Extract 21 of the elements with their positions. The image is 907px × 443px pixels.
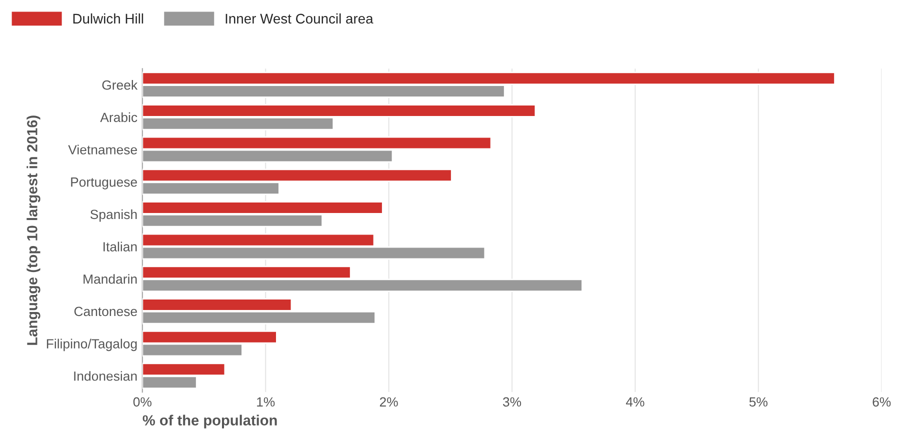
y-tick-label: Indonesian [74,371,137,381]
x-axis-title: % of the population [142,414,277,428]
y-tick-label: Filipino/Tagalog [46,338,137,352]
x-tick-label: 2% [380,397,398,407]
y-tick-label: Greek [102,80,138,90]
y-tick-label: Portuguese [71,178,137,190]
legend-label: Dulwich Hill [73,13,144,24]
x-tick-label: 4% [626,397,644,407]
x-tick-label: 6% [872,397,891,407]
x-tick-label: 0% [133,397,152,407]
y-tick-label: Mandarin [84,274,137,284]
x-tick-label: 1% [257,397,275,407]
x-tick-label: 3% [502,397,522,407]
legend-label: Inner West Council area [226,13,374,24]
y-tick-label: Cantonese [74,306,137,316]
y-tick-label: Arabic [100,112,138,122]
y-tick-label: Vietnamese [68,144,137,154]
y-tick-label: Italian [104,242,137,252]
x-tick-label: 5% [749,397,768,407]
y-tick-label: Spanish [90,209,137,222]
y-axis-title: Language (top 10 largest in 2016) [26,116,40,345]
